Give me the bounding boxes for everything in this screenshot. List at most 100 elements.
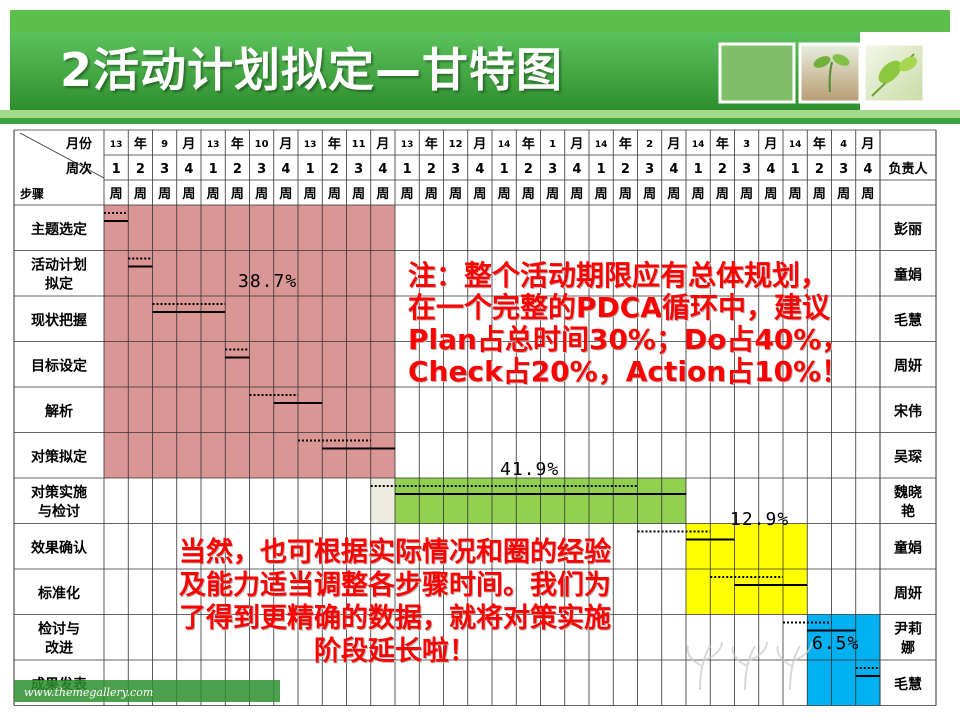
month-number: 12 bbox=[449, 139, 463, 150]
adjustment-note-line: 阶段延长啦！ bbox=[314, 636, 476, 667]
step-name: 对策实施 bbox=[31, 484, 87, 501]
week-number: 4 bbox=[572, 162, 581, 177]
week-number: 2 bbox=[718, 162, 727, 177]
month-year: 13 bbox=[110, 140, 123, 150]
step-name: 现状把握 bbox=[31, 312, 87, 329]
month-number: 1 bbox=[549, 139, 556, 150]
week-number: 2 bbox=[427, 162, 436, 177]
week-unit: 周 bbox=[255, 187, 268, 202]
week-number: 3 bbox=[645, 162, 654, 177]
month-unit: 月 bbox=[569, 137, 583, 152]
month-year-unit: 年 bbox=[813, 136, 826, 152]
week-unit: 周 bbox=[716, 187, 729, 202]
adjustment-note: 当然，也可根据实际情况和圈的经验 及能力适当调整各步骤时间。我们为 了得到更精确… bbox=[135, 536, 655, 668]
week-number: 1 bbox=[403, 162, 412, 177]
month-number: 11 bbox=[352, 139, 366, 150]
week-number: 3 bbox=[548, 162, 557, 177]
month-unit: 月 bbox=[181, 137, 195, 152]
step-name: 改进 bbox=[45, 639, 73, 656]
month-year: 13 bbox=[304, 140, 317, 150]
step-owner: 彭丽 bbox=[894, 221, 922, 238]
month-header-label: 月份 bbox=[65, 136, 93, 152]
step-owner: 毛慧 bbox=[894, 676, 922, 693]
week-number: 2 bbox=[621, 162, 630, 177]
week-unit: 周 bbox=[158, 187, 171, 202]
footer-url: www.themegallery.com bbox=[24, 686, 154, 699]
month-number: 3 bbox=[743, 139, 750, 150]
week-unit: 周 bbox=[425, 187, 438, 202]
month-unit: 月 bbox=[763, 137, 777, 152]
step-name: 效果确认 bbox=[31, 539, 88, 556]
week-unit: 周 bbox=[764, 187, 777, 202]
week-unit: 周 bbox=[328, 187, 341, 202]
week-unit: 周 bbox=[570, 187, 583, 202]
week-unit: 周 bbox=[861, 187, 874, 202]
month-unit: 月 bbox=[375, 137, 389, 152]
step-name: 拟定 bbox=[45, 275, 73, 292]
week-number: 2 bbox=[815, 162, 824, 177]
adjustment-note-line: 了得到更精确的数据，就将对策实施 bbox=[179, 603, 611, 634]
month-year: 13 bbox=[401, 140, 414, 150]
week-number: 4 bbox=[863, 162, 872, 177]
week-unit: 周 bbox=[522, 187, 535, 202]
month-year: 14 bbox=[498, 140, 511, 150]
month-year: 14 bbox=[595, 140, 608, 150]
week-number: 3 bbox=[257, 162, 266, 177]
week-number: 4 bbox=[281, 162, 290, 177]
step-name: 对策拟定 bbox=[31, 448, 87, 465]
week-number: 1 bbox=[694, 162, 703, 177]
phase-label-check: 12.9% bbox=[730, 509, 790, 530]
step-name: 标准化 bbox=[37, 585, 80, 602]
week-unit: 周 bbox=[619, 187, 632, 202]
week-number: 2 bbox=[233, 162, 242, 177]
month-number: 10 bbox=[255, 139, 269, 150]
slide-header bbox=[0, 0, 960, 124]
month-unit: 月 bbox=[472, 137, 486, 152]
week-unit: 周 bbox=[401, 187, 414, 202]
phase-label-do: 41.9% bbox=[500, 459, 560, 480]
week-number: 3 bbox=[451, 162, 460, 177]
week-number: 1 bbox=[500, 162, 509, 177]
step-owner: 童娟 bbox=[894, 266, 922, 283]
month-year: 13 bbox=[207, 140, 220, 150]
week-unit: 周 bbox=[231, 187, 244, 202]
step-owner: 吴琛 bbox=[894, 449, 922, 465]
week-unit: 周 bbox=[279, 187, 292, 202]
week-number: 1 bbox=[597, 162, 606, 177]
phase-label-plan: 38.7% bbox=[238, 271, 298, 292]
week-unit: 周 bbox=[595, 187, 608, 202]
pdca-ratio-note: 注：整个活动期限应有总体规划， 在一个完整的PDCA循环中，建议 Plan占总时… bbox=[408, 260, 898, 388]
week-unit: 周 bbox=[207, 187, 220, 202]
sprout-photo-icon bbox=[798, 42, 862, 104]
month-year-unit: 年 bbox=[522, 136, 535, 152]
month-number: 4 bbox=[840, 139, 847, 150]
decor-sprout-icon bbox=[776, 641, 813, 691]
week-number: 3 bbox=[160, 162, 169, 177]
month-year-unit: 年 bbox=[716, 136, 729, 152]
week-unit: 周 bbox=[473, 187, 486, 202]
month-unit: 月 bbox=[278, 137, 292, 152]
slide-title: 2活动计划拟定—甘特图 bbox=[60, 43, 564, 97]
adjustment-note-line: 当然，也可根据实际情况和圈的经验 bbox=[179, 537, 611, 568]
month-year-unit: 年 bbox=[425, 136, 438, 152]
step-name: 与检讨 bbox=[38, 503, 80, 520]
week-unit: 周 bbox=[667, 187, 680, 202]
week-number: 2 bbox=[524, 162, 533, 177]
week-unit: 周 bbox=[692, 187, 705, 202]
week-number: 3 bbox=[839, 162, 848, 177]
week-unit: 周 bbox=[449, 187, 462, 202]
pdca-note-line: 注：整个活动期限应有总体规划， bbox=[408, 259, 829, 292]
month-year: 14 bbox=[789, 140, 802, 150]
week-unit: 周 bbox=[498, 187, 511, 202]
month-unit: 月 bbox=[666, 137, 680, 152]
decor-sprout-icon bbox=[731, 641, 768, 691]
step-owner: 尹莉 bbox=[894, 620, 922, 637]
adjustment-note-line: 及能力适当调整各步骤时间。我们为 bbox=[179, 570, 611, 601]
week-unit: 周 bbox=[182, 187, 195, 202]
thumbnail-box bbox=[718, 42, 796, 104]
month-year-unit: 年 bbox=[231, 136, 244, 152]
week-unit: 周 bbox=[789, 187, 802, 202]
week-number: 1 bbox=[209, 162, 218, 177]
week-unit: 周 bbox=[376, 187, 389, 202]
